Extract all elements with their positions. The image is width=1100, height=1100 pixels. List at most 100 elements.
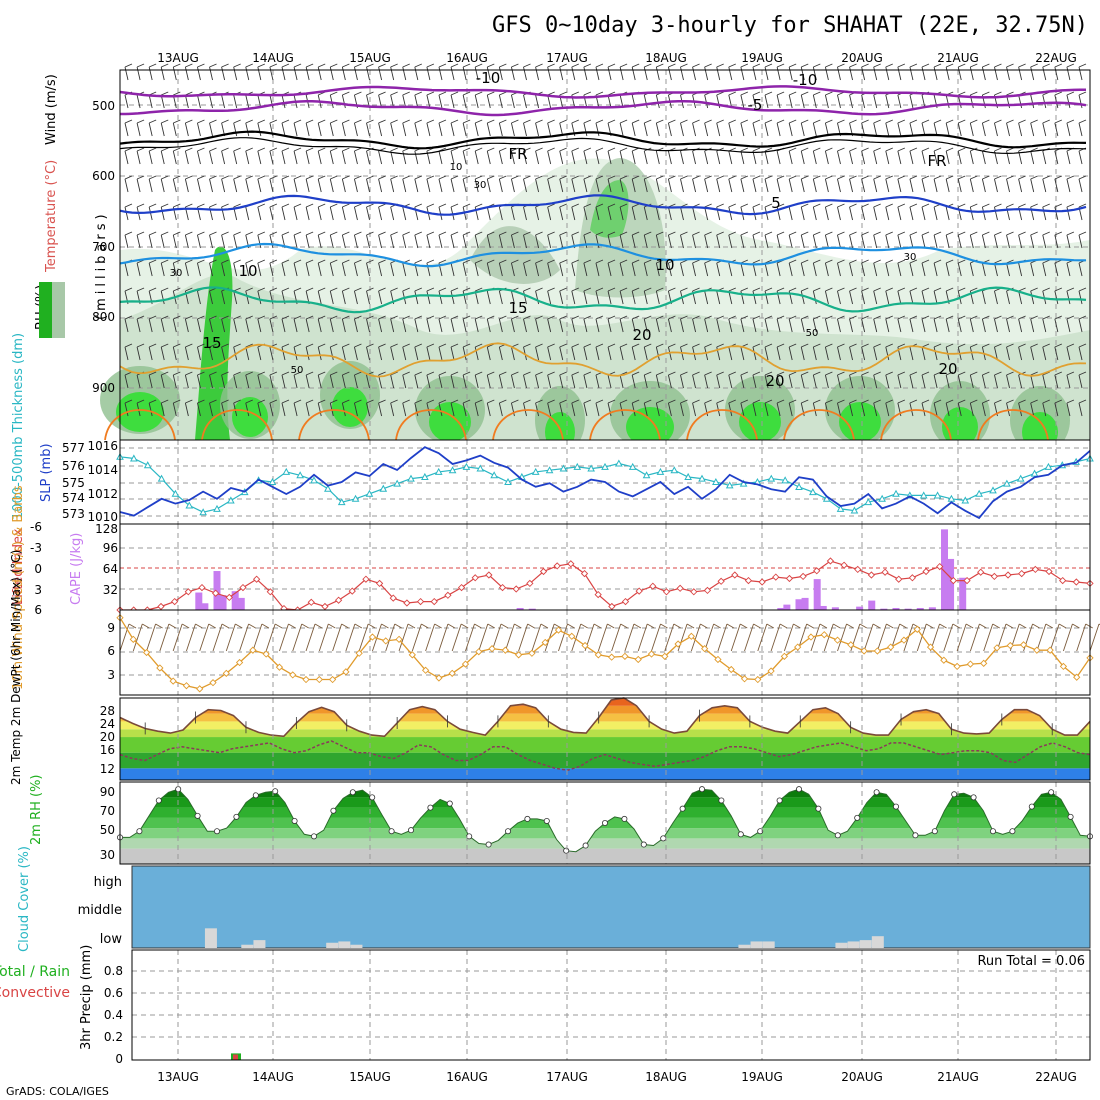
wind-barb [885, 231, 893, 236]
wind-barb [728, 399, 736, 404]
wind-barb [788, 122, 793, 137]
wind-barb [173, 287, 181, 292]
thickness-tick: 574 [62, 491, 85, 505]
wind-barb [704, 399, 712, 404]
wind-barb [752, 259, 761, 264]
wind-barb [208, 623, 216, 629]
wind-barb [293, 234, 298, 249]
wind-barb [776, 175, 785, 180]
wind-barb [414, 259, 423, 264]
wind-barb [744, 623, 754, 652]
wind-barb [161, 91, 169, 96]
wind-barb [994, 371, 1002, 376]
wind-barb [305, 66, 310, 81]
wind-barb [873, 262, 878, 277]
wind-barb [667, 318, 672, 333]
wind-barb [692, 374, 697, 389]
wind-barb [390, 343, 398, 348]
wind-barb [728, 402, 733, 417]
wind-barb [873, 346, 878, 361]
wind-barb [692, 402, 697, 417]
wind-barb [511, 147, 519, 152]
wind-barb [619, 259, 628, 264]
wind-barb [583, 66, 588, 81]
rh-point [737, 831, 744, 838]
thickness-point [684, 472, 692, 480]
wind-barb [559, 318, 564, 333]
wind-barb [593, 623, 602, 629]
wind-barb [221, 150, 226, 165]
wind-barb [1062, 623, 1073, 652]
wind-barb [655, 318, 660, 333]
wind-barb [571, 315, 579, 320]
wind-barb [269, 402, 274, 417]
wind-barb [257, 290, 262, 305]
wind-barb [559, 343, 567, 348]
wind-barb [402, 262, 407, 277]
wind-barb [1018, 94, 1023, 109]
wind-barb [801, 147, 809, 152]
wind-barb [1078, 119, 1087, 124]
lifted-index-tick: -6 [30, 520, 42, 534]
wind-barb [221, 259, 229, 264]
wind-barb [764, 231, 773, 236]
wind-barb [450, 399, 459, 404]
wind-speed-point [740, 675, 749, 683]
wind-barb [317, 150, 322, 165]
wind-barb [341, 346, 346, 361]
wind-barb [559, 175, 567, 180]
wind-barb [813, 259, 821, 264]
wind-barb [185, 371, 193, 376]
contour-label: 20 [765, 372, 784, 390]
cloud-labels: high middle low Cloud Cover (%) [17, 846, 122, 952]
temperature-band [120, 737, 1090, 753]
wind-barb [776, 94, 781, 109]
wind-barb [378, 231, 386, 236]
wind-barb [837, 178, 841, 193]
wind-barb [788, 399, 797, 404]
wind-barb [801, 119, 809, 124]
wind-barb [933, 262, 938, 277]
wind-barb [1030, 371, 1038, 376]
wind-barb [523, 178, 527, 193]
wind-barb [692, 371, 700, 376]
wind-barb [221, 374, 226, 389]
wind-barb [269, 399, 278, 404]
cape-panel [116, 523, 1094, 614]
wind-barb [776, 203, 785, 208]
wind-barb [293, 343, 302, 348]
wind-barb [667, 150, 672, 165]
wind-barb [245, 290, 250, 305]
wind-barb [161, 287, 169, 292]
wind-barb [1032, 623, 1040, 629]
wind-barb [487, 63, 495, 68]
wind-barb [342, 371, 350, 376]
wind-barb [185, 91, 193, 96]
wind-barb [438, 290, 443, 305]
wind-barb [292, 623, 303, 652]
wind-barb [136, 262, 141, 277]
wind-barb [958, 343, 966, 348]
wind-barb [172, 623, 183, 652]
rh-point [873, 789, 880, 796]
wind-barb [903, 623, 914, 652]
wind-barb [801, 399, 809, 404]
wind-barb [305, 402, 310, 417]
wind-barb [656, 343, 664, 348]
wind-barb [330, 203, 338, 208]
wind-barb [462, 402, 467, 417]
wind-barb [680, 175, 688, 180]
wind-barb [438, 66, 443, 81]
wind-barb [305, 259, 314, 264]
wind-barb [692, 178, 697, 193]
temperature-band [120, 713, 1090, 722]
wind-barb [1078, 371, 1087, 376]
wind-barb [209, 119, 217, 124]
wind-barb [354, 402, 358, 417]
wind-barb [1042, 402, 1047, 417]
wind-barb [221, 371, 229, 376]
wind-barb [354, 122, 358, 137]
wind-barb [631, 178, 636, 193]
wind-barb [305, 287, 314, 292]
